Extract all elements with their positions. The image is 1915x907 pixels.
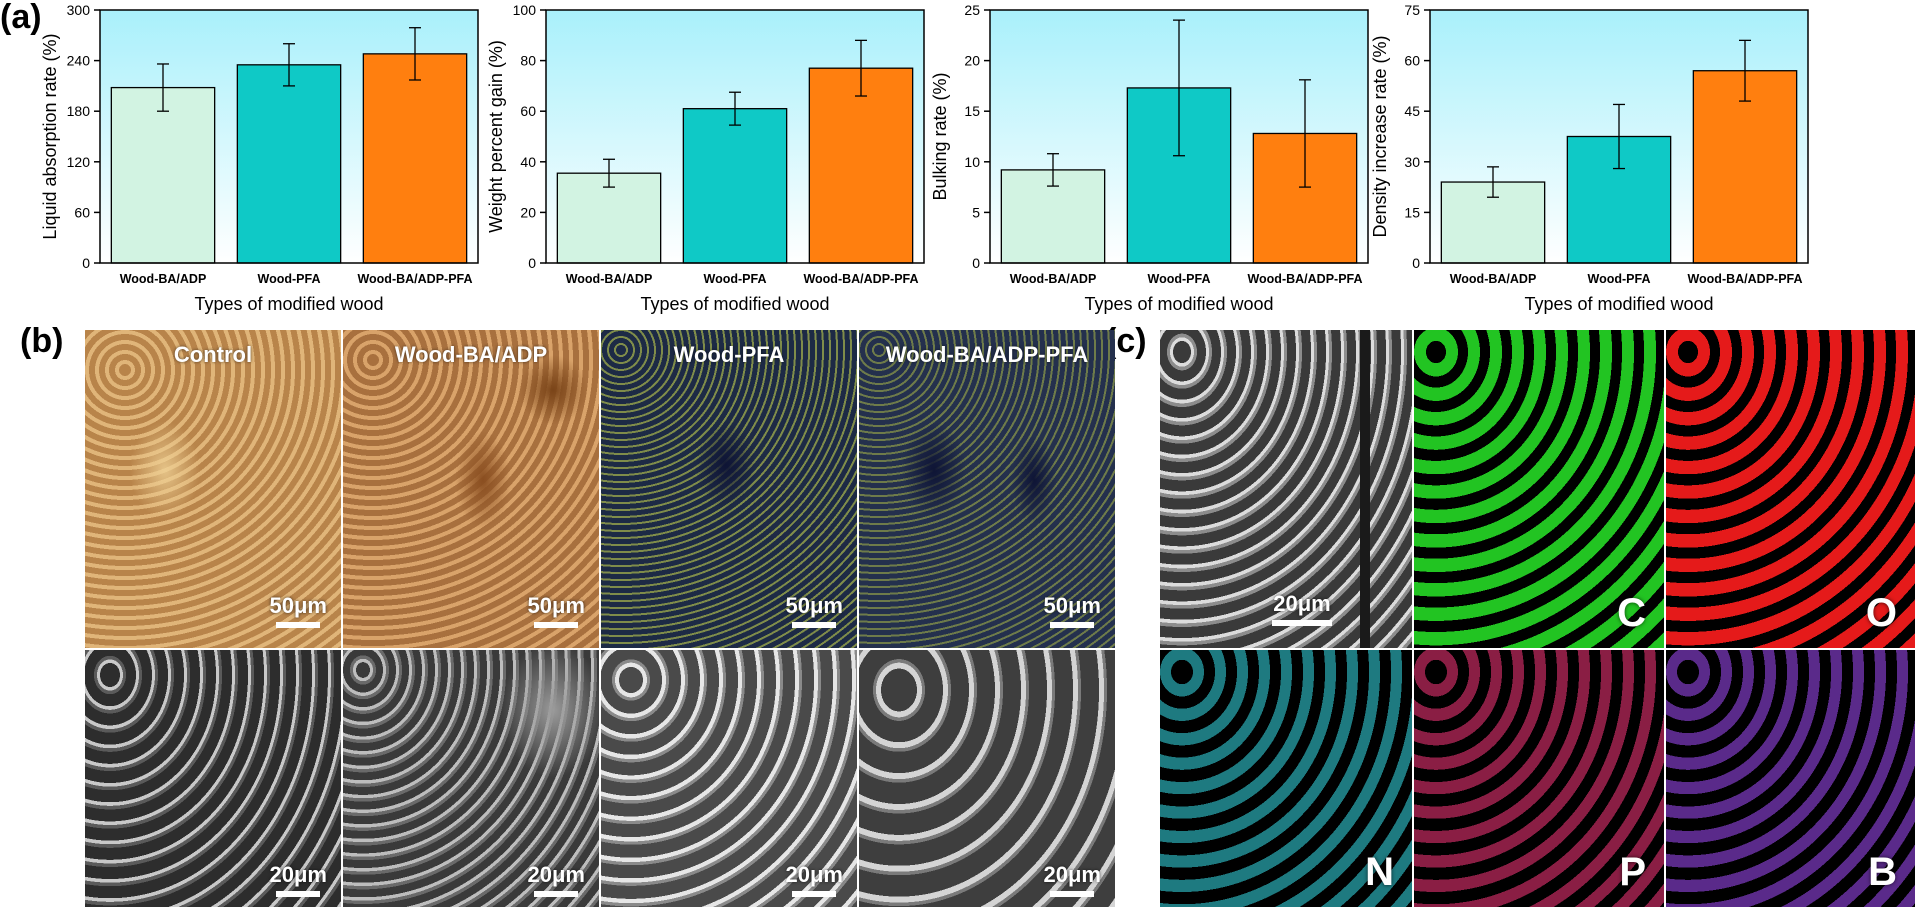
scale-bar-20um: 20μm <box>270 862 327 897</box>
chart-4: 0 15 30 45 60 75 Wood-BA/ADP Wood-PFA Wood-BA/AD… <box>1370 2 1809 314</box>
micrograph-title: Wood-BA/ADP <box>394 342 548 367</box>
sem-control: 20μm <box>85 650 341 907</box>
chart-1: 0 60 120 180 240 300 Wood-BA/ADP Wood-PFA Wood-B… <box>40 2 479 314</box>
eds-map-nitrogen: N <box>1160 650 1412 907</box>
sem-mapping-reference: 20μm <box>1160 330 1412 648</box>
x-tick-label: Wood-BA/ADP <box>566 272 653 286</box>
y-axis-label: Bulking rate (%) <box>930 72 950 200</box>
x-tick-label: Wood-BA/ADP-PFA <box>803 272 918 286</box>
y-tick-label: 100 <box>513 2 537 18</box>
micrograph-title: Wood-BA/ADP-PFA <box>885 342 1089 367</box>
scale-bar-20um: 20μm <box>1272 591 1332 626</box>
x-tick-label: Wood-PFA <box>1588 272 1651 286</box>
scale-bar-20um: 20μm <box>1044 862 1101 897</box>
scale-bar-50um: 50μm <box>786 593 843 628</box>
chart-3: 0 5 10 15 20 25 Wood-BA/ADP Wood-PFA Wood-BA/ADP… <box>930 2 1369 314</box>
eds-map-carbon: C <box>1414 330 1664 648</box>
element-label: P <box>1619 850 1646 894</box>
y-tick-label: 30 <box>1404 154 1420 170</box>
bar-Wood-BA/ADP <box>110 86 216 264</box>
micrograph-wood-pfa-optical: Wood-PFA 50μm <box>601 330 857 648</box>
scale-bar-20um: 20μm <box>786 862 843 897</box>
y-tick-label: 60 <box>74 204 90 220</box>
plot-frame <box>1429 9 1809 264</box>
element-label: N <box>1365 850 1394 894</box>
y-tick-label: 45 <box>1404 103 1420 119</box>
micrograph-title: Control <box>173 342 253 367</box>
y-tick-label: 0 <box>528 255 536 271</box>
eds-map-phosphorus: P <box>1414 650 1664 907</box>
y-tick-label: 180 <box>67 103 91 119</box>
micrograph-wood-ba-adp-pfa-optical: Wood-BA/ADP-PFA 50μm <box>859 330 1115 648</box>
y-axis-label: Weight percent gain (%) <box>486 40 506 233</box>
x-tick-label: Wood-BA/ADP-PFA <box>357 272 472 286</box>
element-label: O <box>1865 591 1897 635</box>
y-tick-label: 10 <box>964 154 980 170</box>
element-label: B <box>1868 850 1897 894</box>
micrograph-control-optical: Control 50μm <box>85 330 341 648</box>
x-axis-label: Types of modified wood <box>1524 294 1713 314</box>
y-tick-label: 60 <box>1404 53 1420 69</box>
eds-map-boron: B <box>1666 650 1915 907</box>
panel-label-a: (a) <box>0 0 42 36</box>
bar-Wood-PFA <box>682 108 788 264</box>
x-tick-label: Wood-BA/ADP-PFA <box>1247 272 1362 286</box>
sem-wood-ba-adp-pfa: 20μm <box>859 650 1115 907</box>
y-tick-label: 75 <box>1404 2 1420 18</box>
micrograph-wood-ba-adp-optical: Wood-BA/ADP 50μm <box>343 330 599 648</box>
y-tick-label: 0 <box>82 255 90 271</box>
y-tick-label: 20 <box>520 204 536 220</box>
plot-frame <box>99 9 479 264</box>
bar-Wood-BA/ADP <box>1000 169 1106 264</box>
x-tick-label: Wood-PFA <box>1148 272 1211 286</box>
scale-bar-50um: 50μm <box>270 593 327 628</box>
y-tick-label: 20 <box>964 53 980 69</box>
chart-2: 0 20 40 60 80 100 Wood-BA/ADP Wood-PFA Wood-BA/A… <box>486 2 925 314</box>
y-tick-label: 80 <box>520 53 536 69</box>
y-tick-label: 120 <box>67 154 91 170</box>
x-axis-label: Types of modified wood <box>194 294 383 314</box>
y-tick-label: 0 <box>1412 255 1420 271</box>
panel-label-b: (b) <box>20 322 64 360</box>
bar-Wood-BA/ADP-PFA <box>808 67 914 264</box>
plot-frame <box>989 9 1369 264</box>
y-tick-label: 5 <box>972 204 980 220</box>
x-tick-label: Wood-PFA <box>704 272 767 286</box>
eds-map-oxygen: O <box>1666 330 1915 648</box>
y-tick-label: 0 <box>972 255 980 271</box>
scale-bar-20um: 20μm <box>528 862 585 897</box>
y-axis-label: Liquid absorption rate (%) <box>40 33 60 239</box>
scale-bar-50um: 50μm <box>1044 593 1101 628</box>
x-tick-label: Wood-BA/ADP <box>1010 272 1097 286</box>
x-tick-label: Wood-PFA <box>258 272 321 286</box>
x-tick-label: Wood-BA/ADP <box>1450 272 1537 286</box>
sem-wood-pfa: 20μm <box>601 650 857 907</box>
sem-wood-ba-adp: 20μm <box>343 650 599 907</box>
y-tick-label: 15 <box>964 103 980 119</box>
bar-Wood-BA/ADP <box>556 172 662 264</box>
element-label: C <box>1617 591 1646 635</box>
x-axis-label: Types of modified wood <box>1084 294 1273 314</box>
x-tick-label: Wood-BA/ADP-PFA <box>1687 272 1802 286</box>
y-tick-label: 300 <box>67 2 91 18</box>
y-tick-label: 60 <box>520 103 536 119</box>
bar-Wood-PFA <box>236 64 342 264</box>
x-axis-label: Types of modified wood <box>640 294 829 314</box>
micrograph-title: Wood-PFA <box>673 342 785 367</box>
x-tick-label: Wood-BA/ADP <box>120 272 207 286</box>
y-axis-label: Density increase rate (%) <box>1370 35 1390 237</box>
bar-Wood-BA/ADP-PFA <box>362 53 468 264</box>
y-tick-label: 40 <box>520 154 536 170</box>
y-tick-label: 25 <box>964 2 980 18</box>
y-tick-label: 240 <box>67 53 91 69</box>
bar-Wood-BA/ADP-PFA <box>1692 70 1798 264</box>
scale-bar-50um: 50μm <box>528 593 585 628</box>
plot-frame <box>545 9 925 264</box>
y-tick-label: 15 <box>1404 204 1420 220</box>
